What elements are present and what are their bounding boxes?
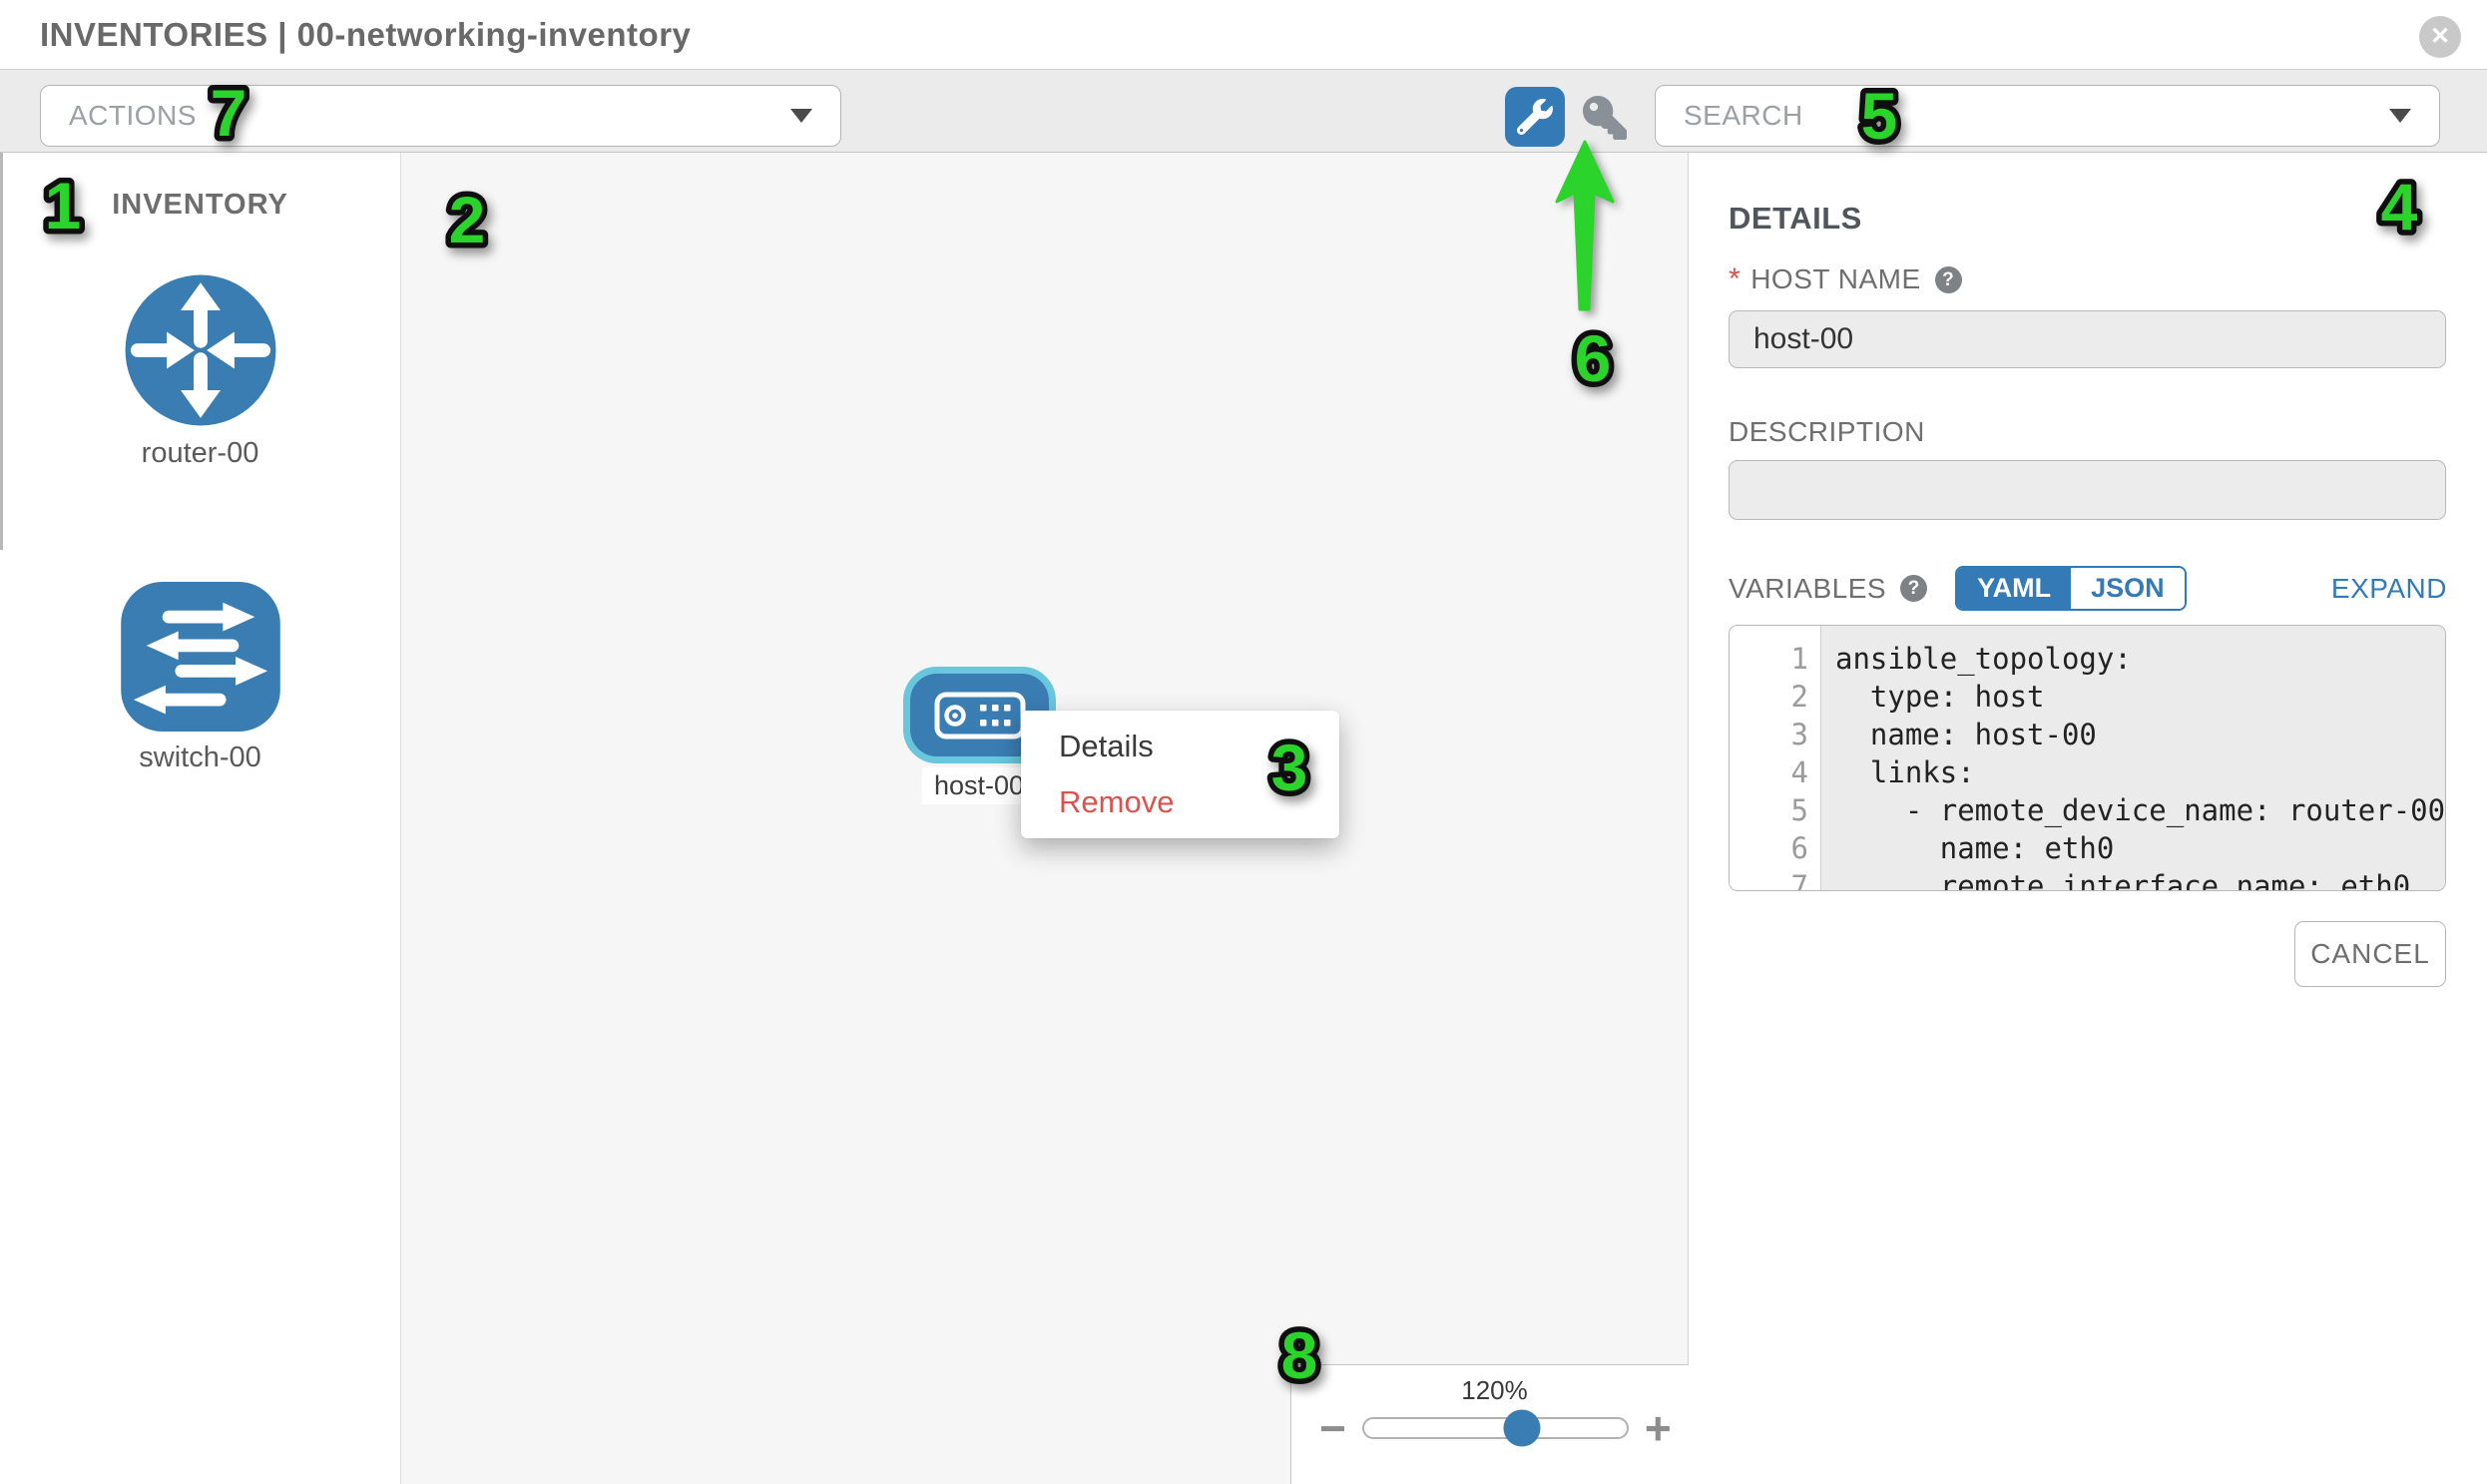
page-title: INVENTORIES | 00-networking-inventory — [40, 16, 692, 53]
code-line: 3 name: host-00 — [1730, 716, 2445, 753]
key-icon — [1583, 96, 1627, 140]
description-input[interactable] — [1729, 460, 2446, 520]
host-name-label: HOST NAME — [1750, 263, 1921, 294]
context-menu-item-details[interactable]: Details — [1059, 729, 1154, 763]
switch-label: switch-00 — [139, 742, 261, 773]
code-line: 1 ansible_topology: — [1730, 640, 2445, 678]
zoom-control: 120% − + — [1290, 1364, 1689, 1484]
tab-yaml[interactable]: YAML — [1957, 568, 2072, 609]
description-label: DESCRIPTION — [1729, 416, 1925, 447]
zoom-slider-track[interactable] — [1361, 1409, 1629, 1447]
host-node-label: host-00 — [921, 767, 1037, 804]
cancel-button[interactable]: CANCEL — [2294, 921, 2446, 987]
router-label: router-00 — [141, 437, 259, 469]
zoom-out-button[interactable]: − — [1319, 1402, 1346, 1454]
host-name-label-row: * HOST NAME ? — [1729, 262, 2447, 296]
credentials-button[interactable] — [1581, 96, 1629, 140]
content-area: INVENTORY router-00 — [0, 153, 2487, 1484]
search-placeholder: SEARCH — [1684, 100, 1803, 131]
sidebar-item-router[interactable]: router-00 — [0, 273, 400, 470]
close-icon[interactable]: ✕ — [2419, 16, 2461, 58]
expand-link[interactable]: EXPAND — [2330, 572, 2447, 604]
chevron-down-icon — [2389, 109, 2411, 123]
variables-row: VARIABLES ? YAML JSON EXPAND — [1729, 566, 2447, 611]
required-marker: * — [1729, 262, 1741, 295]
details-title: DETAILS — [1729, 201, 1862, 236]
code-line: 4 links: — [1730, 753, 2445, 791]
search-dropdown[interactable]: SEARCH — [1655, 85, 2440, 147]
context-menu-item-remove[interactable]: Remove — [1059, 784, 1175, 819]
context-menu: Details Remove — [1021, 711, 1339, 838]
details-panel: DETAILS * HOST NAME ? DESCRIPTION VARIAB… — [1689, 153, 2487, 1484]
help-icon[interactable]: ? — [1900, 575, 1928, 602]
host-icon — [934, 692, 1025, 739]
inventory-sidebar: INVENTORY router-00 — [0, 153, 401, 1484]
sidebar-scrollbar[interactable] — [0, 153, 3, 550]
topology-canvas[interactable]: host-00 Details Remove 120% − + — [401, 153, 1689, 1484]
toolbar: ACTIONS SEARCH — [0, 70, 2487, 153]
host-name-input[interactable] — [1729, 310, 2446, 368]
switch-icon — [120, 582, 280, 732]
help-icon[interactable]: ? — [1934, 265, 1962, 293]
actions-placeholder: ACTIONS — [69, 100, 197, 131]
router-icon — [125, 274, 275, 426]
chevron-down-icon — [790, 109, 812, 123]
zoom-in-button[interactable]: + — [1644, 1402, 1672, 1454]
tab-json[interactable]: JSON — [2071, 568, 2185, 609]
variables-format-toggle: YAML JSON — [1955, 566, 2187, 611]
title-bar: INVENTORIES | 00-networking-inventory ✕ — [0, 0, 2487, 70]
zoom-slider-thumb[interactable] — [1503, 1409, 1541, 1447]
code-line: 6 name: eth0 — [1730, 829, 2445, 867]
code-line: 2 type: host — [1730, 678, 2445, 716]
zoom-value: 120% — [1461, 1375, 1528, 1405]
tools-button[interactable] — [1505, 87, 1565, 147]
variables-label: VARIABLES — [1729, 572, 1887, 604]
sidebar-title: INVENTORY — [112, 189, 288, 221]
sidebar-item-switch[interactable]: switch-00 — [0, 582, 400, 774]
code-line: 7 remote_interface_name: eth0 — [1730, 867, 2445, 890]
code-line: 5 - remote_device_name: router-00 — [1730, 791, 2445, 829]
variables-code-editor[interactable]: 1 ansible_topology: 2 type: host 3 name: … — [1729, 625, 2446, 891]
wrench-icon — [1517, 99, 1553, 135]
actions-dropdown[interactable]: ACTIONS — [40, 85, 841, 147]
